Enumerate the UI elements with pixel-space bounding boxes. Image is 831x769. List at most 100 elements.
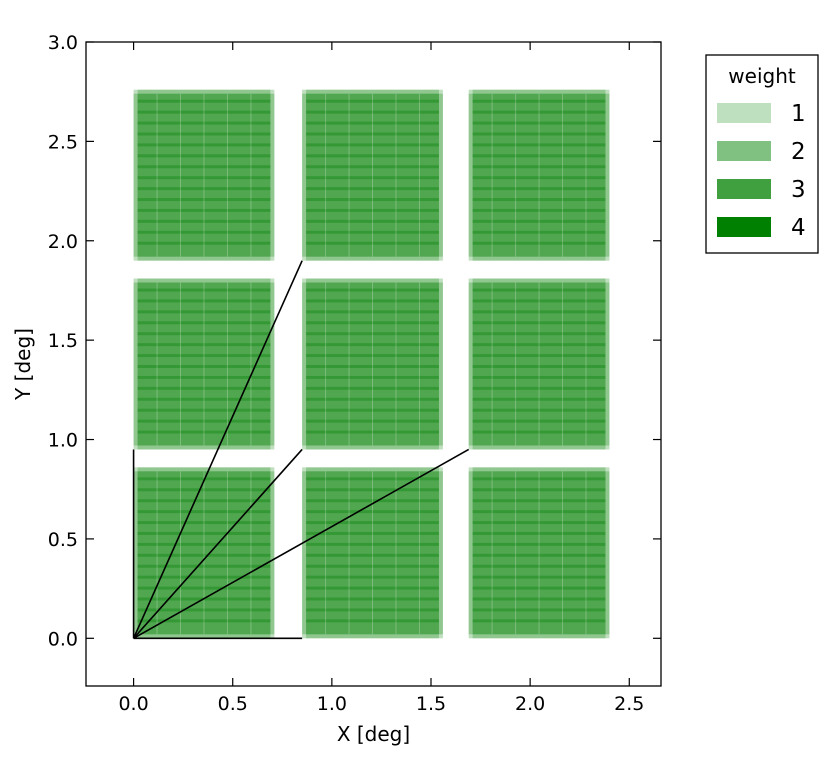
tile-pass <box>468 467 606 635</box>
tile-band <box>472 230 606 234</box>
tile-r0-c2 <box>468 467 610 639</box>
tile-band <box>137 110 271 114</box>
tile-band <box>472 597 606 601</box>
tile-band <box>137 553 271 557</box>
tile-band <box>472 430 606 434</box>
tile-band <box>306 521 439 525</box>
tile-pass <box>133 89 271 257</box>
tile-pass <box>306 471 443 639</box>
tile-band <box>306 310 439 314</box>
tiles-layer <box>133 89 610 639</box>
tile-pass <box>468 282 606 450</box>
tile-r1-c1 <box>302 278 443 450</box>
tile-r2-c0 <box>133 89 275 261</box>
tile-band <box>472 477 606 481</box>
legend-title: weight <box>728 64 796 88</box>
tile-pass <box>468 89 606 257</box>
tile-band <box>306 354 439 358</box>
tile-band <box>137 397 271 401</box>
tile-band <box>472 343 606 347</box>
tile-band <box>306 386 439 390</box>
tile-band <box>472 586 606 590</box>
tile-band <box>472 208 606 212</box>
tile-band <box>306 154 439 158</box>
tile-band <box>306 397 439 401</box>
tile-band <box>472 488 606 492</box>
tile-band <box>137 165 271 169</box>
tile-band <box>472 332 606 336</box>
tile-band <box>137 499 271 503</box>
tile-band <box>472 386 606 390</box>
tile-band <box>137 542 271 546</box>
tile-band <box>306 608 439 612</box>
y-tick-label: 1.5 <box>48 330 78 352</box>
tile-pass <box>472 467 610 635</box>
y-tick-label: 0.0 <box>48 628 78 650</box>
tile-band <box>306 488 439 492</box>
x-tick-label: 2.0 <box>515 693 545 715</box>
tile-band <box>472 365 606 368</box>
ray-line <box>132 448 303 639</box>
tile-band <box>137 354 271 358</box>
tile-band <box>472 154 606 158</box>
tile-band <box>137 332 271 336</box>
tile-band <box>472 564 606 568</box>
tile-band <box>306 321 439 325</box>
tile-band <box>137 608 271 612</box>
legend-label: 2 <box>791 139 806 165</box>
tile-band <box>472 110 606 114</box>
tile-pass <box>306 467 443 635</box>
tile-band <box>306 219 439 223</box>
tile-band <box>137 299 271 303</box>
legend-label: 1 <box>791 101 806 127</box>
tile-band <box>472 531 606 535</box>
tile-band <box>306 619 439 623</box>
tile-band <box>137 586 271 590</box>
tile-pass <box>472 93 610 261</box>
tile-pass <box>468 278 606 446</box>
tile-band <box>472 310 606 314</box>
tile-pass <box>468 93 606 261</box>
tile-pass <box>306 278 443 446</box>
tile-band <box>472 510 606 514</box>
tile-band <box>472 187 606 191</box>
y-tick-label: 1.0 <box>48 430 78 452</box>
tile-band <box>472 521 606 525</box>
plot-frame <box>85 41 662 687</box>
tile-band <box>137 154 271 158</box>
tile-band <box>306 531 439 535</box>
tile-band <box>137 488 271 492</box>
ticks-layer: 0.0 0.5 1.0 1.5 2.0 2.5 0.0 0.5 1.0 1.5 2.0 2.5 3.0 <box>48 32 661 715</box>
tile-band <box>137 187 271 191</box>
tile-pass <box>472 282 610 450</box>
tile-pass <box>302 93 439 261</box>
legend-swatch <box>717 217 771 237</box>
tile-band <box>306 375 439 379</box>
tile-band <box>472 241 606 245</box>
tile-band <box>137 531 271 535</box>
x-tick-label: 0.5 <box>218 693 248 715</box>
tile-r2-c2 <box>468 89 610 261</box>
tile-band <box>137 343 271 347</box>
x-tick-label: 1.0 <box>317 693 347 715</box>
tile-band <box>306 230 439 234</box>
tile-pass <box>472 89 610 257</box>
tile-band <box>472 542 606 546</box>
tile-pass <box>306 282 443 450</box>
tile-band <box>306 288 439 292</box>
ray-line <box>132 260 303 639</box>
tile-band <box>306 586 439 590</box>
tile-band <box>137 375 271 379</box>
tile-band <box>472 619 606 623</box>
tile-band <box>472 299 606 303</box>
tile-band <box>137 619 271 623</box>
tile-pass <box>468 471 606 639</box>
tile-band <box>306 99 439 103</box>
tile-band <box>137 176 271 180</box>
tile-band <box>472 121 606 125</box>
legend-swatch <box>717 141 771 161</box>
tile-band <box>137 143 271 147</box>
tile-band <box>472 176 606 180</box>
tile-band <box>306 332 439 336</box>
